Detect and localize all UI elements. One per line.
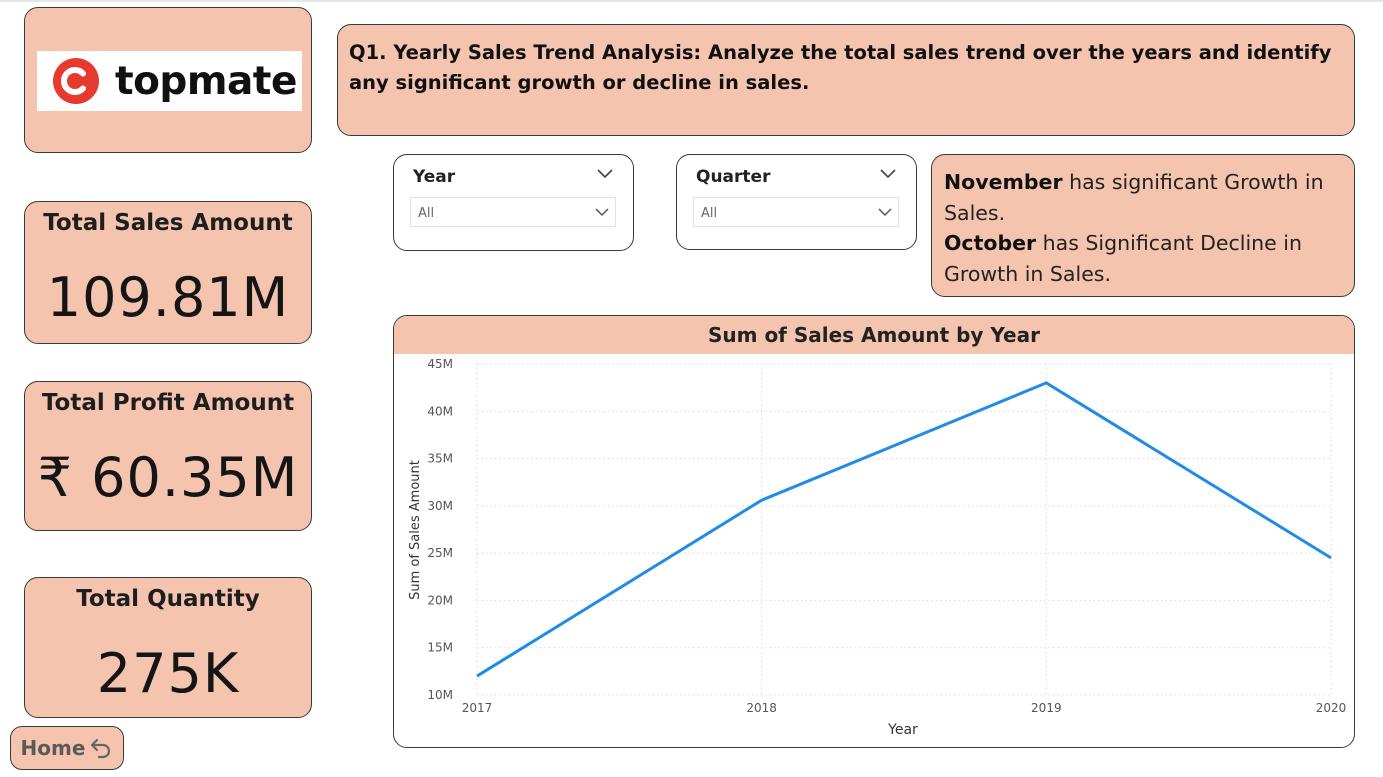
year-dropdown-value: All [418,206,435,221]
chart-title: Sum of Sales Amount by Year [708,323,1040,347]
x-axis-title: Year [887,722,918,738]
y-tick-label: 15M [427,641,453,655]
chevron-down-icon [595,208,609,217]
home-button[interactable]: Home [10,726,124,770]
sales-by-year-chart: Sum of Sales Amount by Year 10M 15M 20M 25M… [393,315,1355,748]
total-sales-label: Total Sales Amount [43,210,293,236]
total-sales-card: Total Sales Amount 109.81M [24,201,312,344]
insight-text: November has significant Growth in Sales… [944,167,1344,289]
chart-header: Sum of Sales Amount by Year [394,316,1354,354]
question-banner: Q1. Yearly Sales Trend Analysis: Analyze… [337,24,1355,136]
x-tick-label: 2018 [746,701,777,715]
y-tick-label: 35M [427,452,453,466]
y-tick-label: 20M [427,593,453,607]
growth-text: has significant Growth in Sales. [944,170,1324,225]
total-quantity-label: Total Quantity [76,586,260,612]
return-arrow-icon [91,738,111,759]
chevron-down-icon[interactable] [597,169,613,179]
y-tick-label: 40M [427,404,453,418]
chevron-down-icon [878,208,892,217]
logo-card: topmate [24,7,312,153]
question-text: Q1. Yearly Sales Trend Analysis: Analyze… [349,41,1332,94]
total-quantity-value: 275K [96,642,240,705]
x-tick-label: 2017 [462,701,493,715]
total-quantity-card: Total Quantity 275K [24,577,312,718]
x-tick-label: 2019 [1031,701,1062,715]
total-profit-card: Total Profit Amount ₹ 60.35M [24,381,312,531]
total-sales-value: 109.81M [46,266,290,329]
growth-month: November [944,170,1063,194]
quarter-dropdown-value: All [701,206,718,221]
chevron-down-icon[interactable] [880,169,896,179]
decline-month: October [944,231,1037,255]
y-axis-title: Sum of Sales Amount [408,460,423,600]
topmate-logo-icon [53,58,99,104]
total-profit-label: Total Profit Amount [41,390,295,416]
y-tick-label: 25M [427,546,453,560]
home-label: Home [20,736,86,760]
logo-text: topmate [115,58,297,104]
year-slicer-title: Year [413,167,456,187]
quarter-dropdown[interactable]: All [693,197,899,227]
insight-card: November has significant Growth in Sales… [931,154,1355,297]
series-line [476,381,1332,678]
logo: topmate [37,51,302,111]
x-tick-label: 2020 [1316,701,1347,715]
y-tick-label: 30M [427,499,453,513]
decline-text: has Significant Decline in Growth in Sal… [944,231,1302,286]
top-divider [0,0,1383,2]
quarter-slicer[interactable]: Quarter All [676,154,917,250]
y-tick-label: 45M [427,357,453,371]
y-tick-label: 10M [427,688,453,702]
line-chart: 10M 15M 20M 25M 30M 35M 40M 45M 2017 2018 2019 2020… [408,357,1347,738]
year-slicer[interactable]: Year All [393,154,634,251]
year-dropdown[interactable]: All [410,197,616,227]
quarter-slicer-title: Quarter [696,167,771,187]
total-profit-value: ₹ 60.35M [37,446,299,509]
